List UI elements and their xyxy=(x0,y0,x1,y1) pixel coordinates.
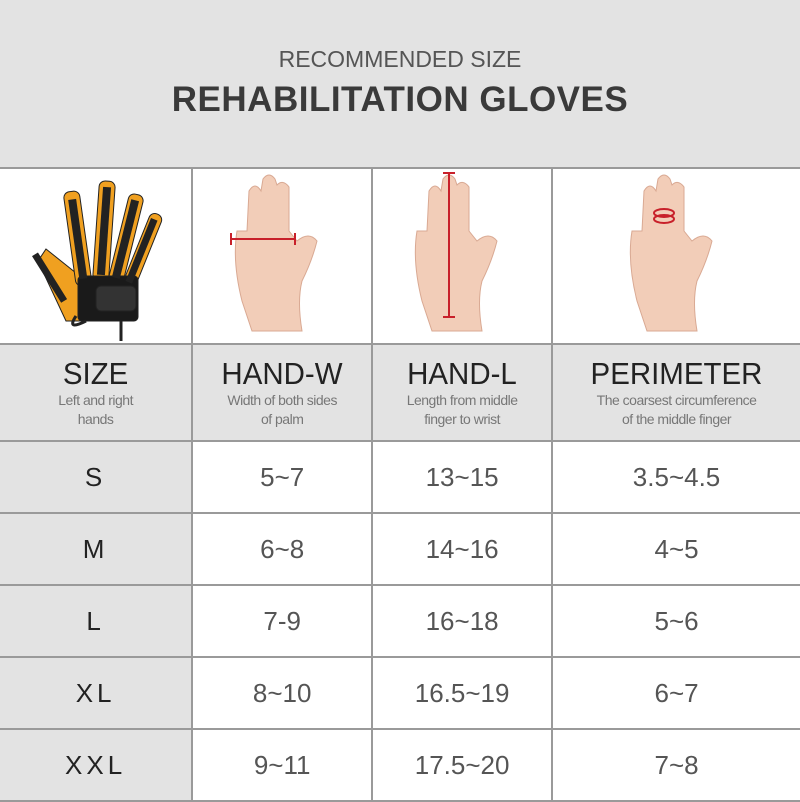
table-row: XL 8~10 16.5~19 6~7 xyxy=(0,656,800,730)
perimeter-cell: 7~8 xyxy=(551,728,800,802)
hand-l-cell: 13~15 xyxy=(371,440,554,514)
subtitle: RECOMMENDED SIZE xyxy=(278,46,522,72)
hand-l-cell: 17.5~20 xyxy=(371,728,554,802)
hand-length-image-cell xyxy=(371,167,554,345)
header-hand-l: HAND-L Length from middle finger to wris… xyxy=(371,343,554,442)
hand-l-cell: 16~18 xyxy=(371,584,554,658)
size-cell: M xyxy=(0,512,194,586)
table-row: S 5~7 13~15 3.5~4.5 xyxy=(0,440,800,514)
hand-l-cell: 14~16 xyxy=(371,512,554,586)
page-title: REHABILITATION GLOVES xyxy=(171,80,629,119)
size-chart-table: SIZE Left and right hands HAND-W Width o… xyxy=(0,167,800,802)
size-cell: XXL xyxy=(0,728,194,802)
perimeter-cell: 3.5~4.5 xyxy=(551,440,800,514)
header-perimeter: PERIMETER The coarsest circumference of … xyxy=(551,343,800,442)
hand-w-cell: 8~10 xyxy=(191,656,374,730)
table-row: L 7-9 16~18 5~6 xyxy=(0,584,800,658)
hand-l-cell: 16.5~19 xyxy=(371,656,554,730)
perimeter-image-cell xyxy=(551,167,800,345)
header-size: SIZE Left and right hands xyxy=(0,343,194,442)
finger-perimeter-measure-image xyxy=(629,174,713,332)
hand-w-cell: 7-9 xyxy=(191,584,374,658)
glove-image-cell xyxy=(0,167,194,345)
hand-width-image-cell xyxy=(191,167,374,345)
hand-width-measure-image xyxy=(230,174,318,332)
image-row xyxy=(0,167,800,345)
table-row: M 6~8 14~16 4~5 xyxy=(0,512,800,586)
perimeter-cell: 6~7 xyxy=(551,656,800,730)
header-hand-w: HAND-W Width of both sides of palm xyxy=(191,343,374,442)
hand-w-cell: 9~11 xyxy=(191,728,374,802)
table-row: XXL 9~11 17.5~20 7~8 xyxy=(0,728,800,802)
hand-w-cell: 5~7 xyxy=(191,440,374,514)
hand-length-measure-image xyxy=(414,172,498,332)
hand-w-cell: 6~8 xyxy=(191,512,374,586)
column-header-row: SIZE Left and right hands HAND-W Width o… xyxy=(0,343,800,442)
perimeter-cell: 5~6 xyxy=(551,584,800,658)
title-banner: RECOMMENDED SIZE REHABILITATION GLOVES xyxy=(0,0,800,167)
size-cell: S xyxy=(0,440,194,514)
size-cell: XL xyxy=(0,656,194,730)
rehab-glove-image xyxy=(31,180,162,341)
perimeter-cell: 4~5 xyxy=(551,512,800,586)
size-cell: L xyxy=(0,584,194,658)
